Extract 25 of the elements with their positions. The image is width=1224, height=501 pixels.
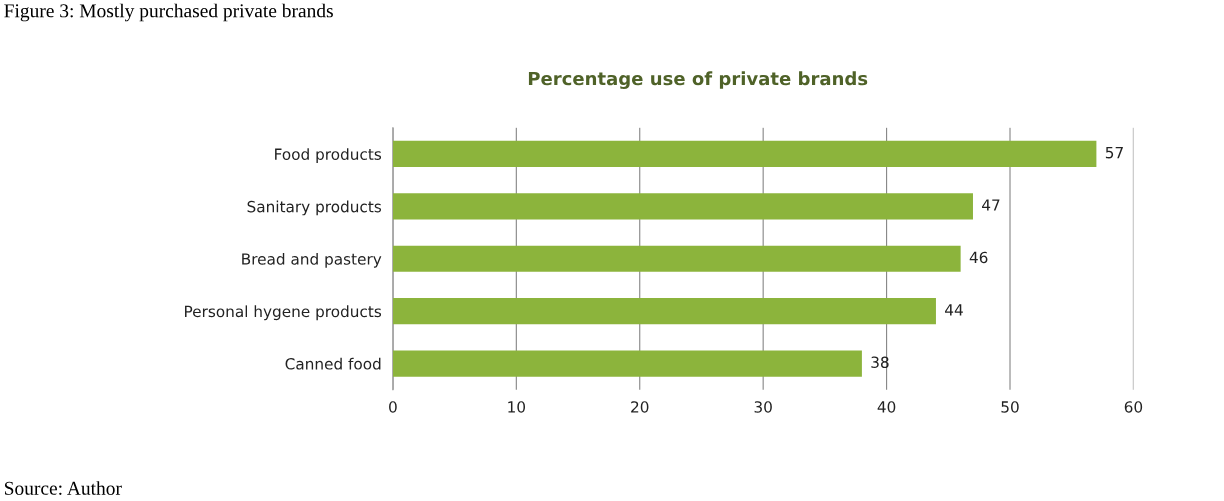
x-tick-label: 60 bbox=[1124, 401, 1143, 413]
y-tick-label: Canned food bbox=[285, 357, 381, 370]
bar bbox=[392, 140, 1097, 168]
y-tick-label: Personal hygene products bbox=[185, 305, 382, 321]
chart-title: Percentage use of private brands bbox=[528, 71, 868, 89]
y-tick-label: Bread and pastery bbox=[242, 252, 382, 268]
y-tick-label: Sanitary products bbox=[247, 200, 382, 216]
caption: Figure 3: Mostly purchased private brands bbox=[4, 3, 333, 22]
data-label: 47 bbox=[982, 199, 1000, 211]
bar bbox=[392, 298, 936, 325]
x-tick-label: 40 bbox=[877, 401, 896, 413]
data-label: 38 bbox=[871, 356, 889, 369]
source-note: Source: Author bbox=[4, 481, 122, 495]
x-tick-label: 30 bbox=[754, 401, 772, 413]
data-label: 44 bbox=[945, 304, 963, 316]
bar bbox=[392, 245, 961, 272]
x-tick-label: 0 bbox=[389, 401, 397, 413]
data-label: 57 bbox=[1105, 147, 1123, 159]
y-tick-label: Food products bbox=[275, 148, 382, 163]
bar bbox=[392, 193, 973, 220]
x-tick-label: 20 bbox=[631, 401, 649, 413]
x-tick-label: 10 bbox=[508, 401, 526, 413]
bar bbox=[392, 350, 862, 377]
x-tick-label: 50 bbox=[1001, 401, 1019, 413]
data-label: 46 bbox=[969, 251, 988, 264]
